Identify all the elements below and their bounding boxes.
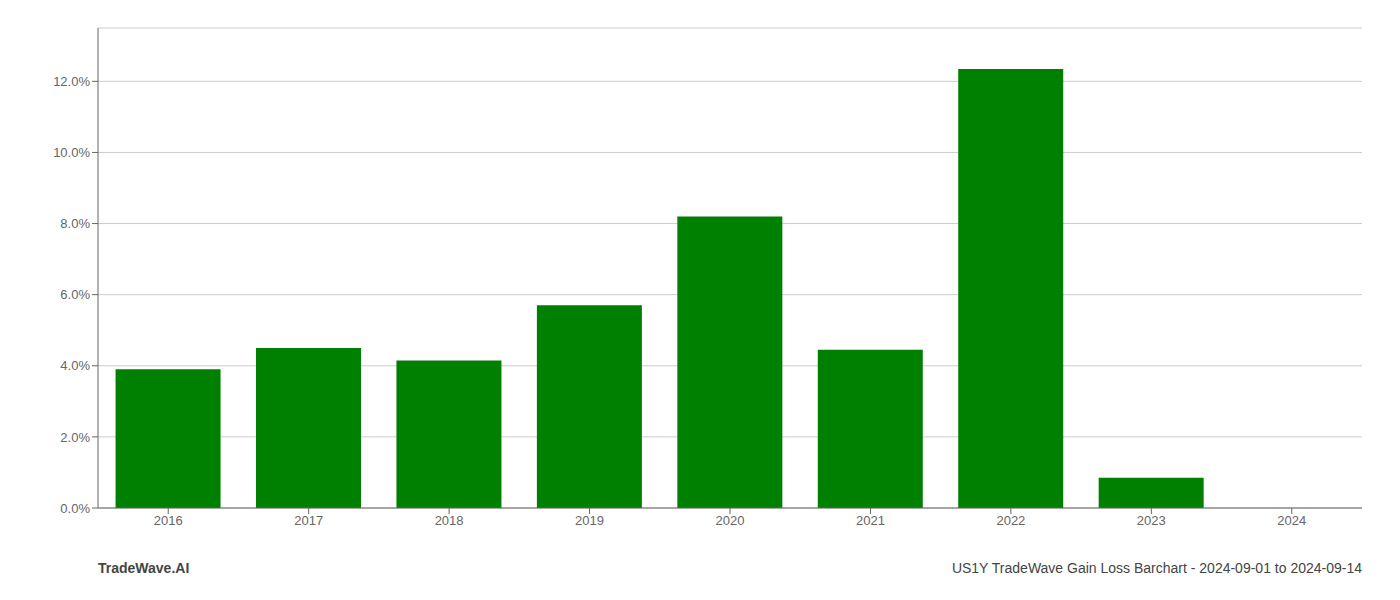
svg-text:8.0%: 8.0% bbox=[60, 216, 90, 231]
svg-text:0.0%: 0.0% bbox=[60, 501, 90, 516]
svg-text:2023: 2023 bbox=[1137, 513, 1166, 528]
html-text:TradeWave.AI: TradeWave.AI bbox=[98, 560, 190, 576]
svg-text:10.0%: 10.0% bbox=[53, 145, 90, 160]
svg-text:2017: 2017 bbox=[294, 513, 323, 528]
svg-text:6.0%: 6.0% bbox=[60, 287, 90, 302]
svg-text:2018: 2018 bbox=[435, 513, 464, 528]
svg-text:2016: 2016 bbox=[154, 513, 183, 528]
svg-text:2021: 2021 bbox=[856, 513, 885, 528]
html-text:US1Y TradeWave Gain Loss Barch: US1Y TradeWave Gain Loss Barchart - 2024… bbox=[951, 560, 1362, 576]
svg-text:12.0%: 12.0% bbox=[53, 74, 90, 89]
svg-text:4.0%: 4.0% bbox=[60, 358, 90, 373]
svg-text:2024: 2024 bbox=[1277, 513, 1306, 528]
svg-text:2020: 2020 bbox=[716, 513, 745, 528]
svg-text:2019: 2019 bbox=[575, 513, 604, 528]
svg-text:2.0%: 2.0% bbox=[60, 430, 90, 445]
svg-text:2022: 2022 bbox=[996, 513, 1025, 528]
